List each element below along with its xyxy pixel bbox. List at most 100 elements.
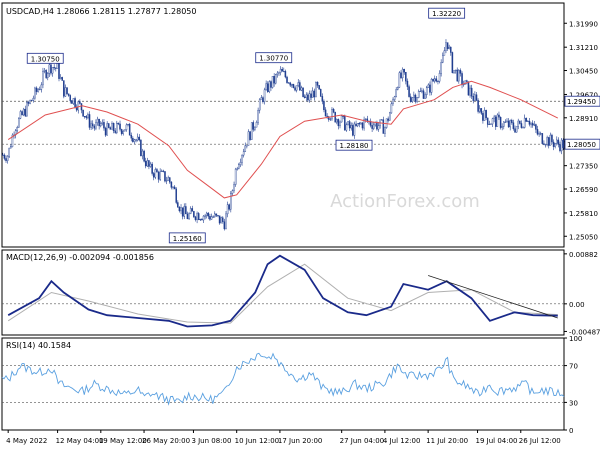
candle-body (316, 82, 319, 86)
x-tick-label: 12 May 04:00 (56, 437, 104, 445)
candle-body (136, 136, 139, 141)
candle-body (96, 118, 99, 123)
candle-body (469, 87, 471, 96)
price-annotation-label: 1.30770 (259, 55, 288, 63)
candle-body (347, 121, 349, 125)
candle-body (38, 89, 41, 91)
candle-body (430, 79, 433, 93)
candle-body (413, 94, 415, 98)
candle-body (491, 118, 494, 125)
candle-body (177, 202, 179, 208)
macd-panel-frame (1, 249, 565, 336)
candle-body (181, 207, 184, 217)
candle-body (450, 46, 452, 53)
candle-body (405, 71, 407, 82)
candle-body (37, 89, 39, 92)
candle-body (283, 71, 285, 73)
candle-body (202, 215, 205, 221)
candle-body (180, 207, 182, 212)
candle-body (152, 173, 155, 178)
rsi-y-tick-label: 0 (569, 427, 573, 435)
candle-body (303, 96, 306, 98)
candle-body (72, 98, 75, 104)
candle-body (329, 118, 332, 120)
candle-body (554, 143, 556, 147)
candle-body (331, 108, 333, 120)
candle-body (551, 134, 553, 143)
candle-body (302, 87, 304, 98)
candle-body (45, 70, 47, 78)
candle-body (109, 127, 112, 130)
candle-body (132, 137, 134, 142)
candle-body (464, 80, 467, 85)
candle-body (209, 215, 211, 220)
candle-body (124, 129, 126, 132)
candle-body (90, 123, 92, 128)
candle-body (482, 113, 484, 121)
candle-body (336, 119, 338, 123)
x-tick-label: 19 May 12:00 (99, 437, 147, 445)
candle-body (344, 115, 346, 131)
candle-body (22, 108, 25, 116)
candle-body (169, 177, 171, 183)
candle-body (138, 136, 141, 141)
candle-body (116, 122, 118, 133)
candle-body (11, 134, 14, 147)
candle-body (408, 86, 410, 97)
candle-body (122, 130, 124, 134)
candle-body (114, 130, 116, 133)
price-annotation-box (335, 139, 373, 151)
candle-body (358, 123, 361, 125)
candle-body (440, 62, 442, 74)
candle-body (477, 100, 479, 112)
candle-body (557, 139, 560, 145)
candle-body (345, 124, 348, 131)
candle-body (141, 150, 144, 157)
candle-body (451, 52, 454, 73)
candle-body (395, 89, 397, 98)
candle-body (196, 213, 198, 220)
candle-body (2, 154, 4, 156)
candle-body (258, 99, 261, 111)
candle-body (103, 122, 105, 129)
macd-trendline (428, 275, 558, 319)
candle-body (26, 102, 28, 117)
candle-body (421, 90, 423, 92)
candle-body (390, 103, 393, 114)
candle-body (19, 111, 22, 119)
candle-body (425, 87, 428, 96)
rsi-line (1, 352, 565, 406)
candle-body (384, 127, 386, 134)
candle-body (414, 94, 417, 102)
candle-body (215, 213, 218, 216)
price-y-tick-label: 1.31990 (569, 20, 598, 28)
candle-body (5, 158, 7, 161)
sma-line (7, 80, 559, 199)
candle-body (66, 87, 68, 95)
candle-body (127, 124, 129, 126)
candle-body (8, 147, 10, 157)
candle-body (236, 168, 238, 170)
candle-body (323, 101, 325, 111)
candle-body (499, 117, 502, 128)
candle-body (435, 78, 438, 82)
candle-body (419, 90, 422, 92)
candle-body (111, 122, 113, 130)
candle-body (266, 83, 269, 92)
candle-body (55, 67, 57, 69)
candle-body (212, 216, 214, 218)
candle-body (225, 213, 227, 230)
candle-body (442, 55, 444, 63)
candle-body (387, 118, 389, 121)
candle-body (289, 82, 291, 86)
candle-body (488, 123, 491, 125)
candle-body (350, 125, 353, 129)
candle-body (429, 84, 431, 93)
candle-body (339, 121, 341, 127)
candle-body (186, 213, 189, 220)
candle-body (549, 134, 552, 146)
candle-body (486, 117, 489, 125)
x-tick-label: 17 Jun 20:00 (278, 437, 322, 445)
